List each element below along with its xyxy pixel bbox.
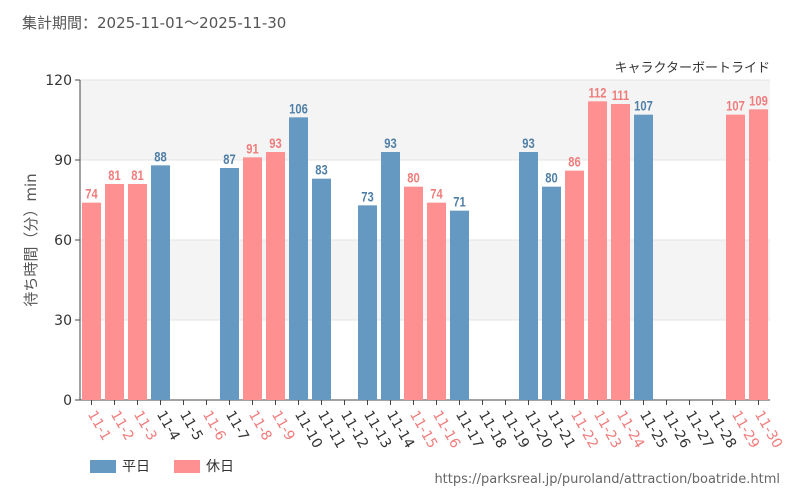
bar-value-label: 107 [634,99,653,114]
bar-11-7[interactable] [220,168,239,400]
bar-value-label: 74 [430,187,442,202]
bar-value-label: 111 [612,88,629,103]
bar-value-label: 93 [269,136,281,151]
legend-swatch-holiday [174,459,200,473]
bar-value-label: 81 [131,168,143,183]
chart-title: キャラクターボートライド [615,61,770,76]
y-tick-label: 60 [54,233,72,249]
legend: 平日 休日 [90,456,234,476]
plot-band [80,80,770,160]
bar-11-4[interactable] [151,165,170,400]
x-tick-label: 11-1 [84,408,114,444]
bar-11-25[interactable] [634,114,653,401]
bar-value-label: 112 [588,85,606,100]
source-url[interactable]: https://parksreal.jp/puroland/attraction… [434,472,780,487]
legend-label-weekday: 平日 [122,459,150,475]
x-tick-label: 11-3 [130,408,160,444]
bar-value-label: 86 [568,155,580,170]
plot-band [80,240,770,320]
bar-value-label: 71 [453,195,465,210]
bar-value-label: 93 [384,136,396,151]
x-tick-label: 11-5 [176,408,206,444]
x-tick-label: 11-8 [245,408,275,444]
bar-11-23[interactable] [588,101,607,400]
legend-swatch-weekday [90,459,116,473]
bar-11-29[interactable] [726,114,745,401]
bar-value-label: 73 [361,189,373,204]
y-tick-label: 90 [54,153,72,169]
x-tick-label: 11-9 [268,408,298,444]
y-tick-label: 0 [63,393,72,409]
bar-value-label: 88 [154,149,166,164]
bar-11-13[interactable] [358,205,377,400]
bar-11-8[interactable] [243,157,262,400]
bar-value-label: 80 [407,171,419,186]
legend-item-weekday[interactable]: 平日 [90,456,150,476]
bar-11-17[interactable] [450,210,469,400]
bar-value-label: 83 [315,163,327,178]
bar-value-label: 74 [85,187,97,202]
bar-11-11[interactable] [312,178,331,400]
bar-value-label: 109 [749,93,768,108]
bar-11-22[interactable] [565,170,584,400]
bar-11-20[interactable] [519,152,538,400]
bar-11-10[interactable] [289,117,308,400]
bar-11-24[interactable] [611,104,630,400]
bar-11-16[interactable] [427,202,446,400]
bar-value-label: 91 [246,141,258,156]
bar-11-9[interactable] [266,152,285,400]
bar-11-14[interactable] [381,152,400,400]
plot-band [80,320,770,400]
bar-11-1[interactable] [82,202,101,400]
x-tick-label: 11-4 [153,408,183,444]
x-tick-label: 11-2 [107,408,137,444]
legend-label-holiday: 休日 [206,459,234,475]
bar-value-label: 106 [289,101,308,116]
bar-11-21[interactable] [542,186,561,400]
bar-value-label: 81 [108,168,120,183]
period-label: 集計期間：2025-11-01～2025-11-30 [22,14,287,32]
y-tick-label: 120 [45,73,72,89]
bar-11-30[interactable] [749,109,768,400]
y-axis-label: 待ち時間（分）min [22,173,40,306]
bar-11-2[interactable] [105,184,124,400]
bar-11-3[interactable] [128,184,147,400]
bar-value-label: 80 [545,171,557,186]
x-tick-label: 11-6 [199,408,229,444]
bar-11-15[interactable] [404,186,423,400]
bar-value-label: 107 [726,99,745,114]
bar-value-label: 87 [223,152,235,167]
x-tick-label: 11-7 [222,408,252,444]
plot-band [80,160,770,240]
y-tick-label: 30 [54,313,72,329]
legend-item-holiday[interactable]: 休日 [174,456,234,476]
bar-value-label: 93 [522,136,534,151]
